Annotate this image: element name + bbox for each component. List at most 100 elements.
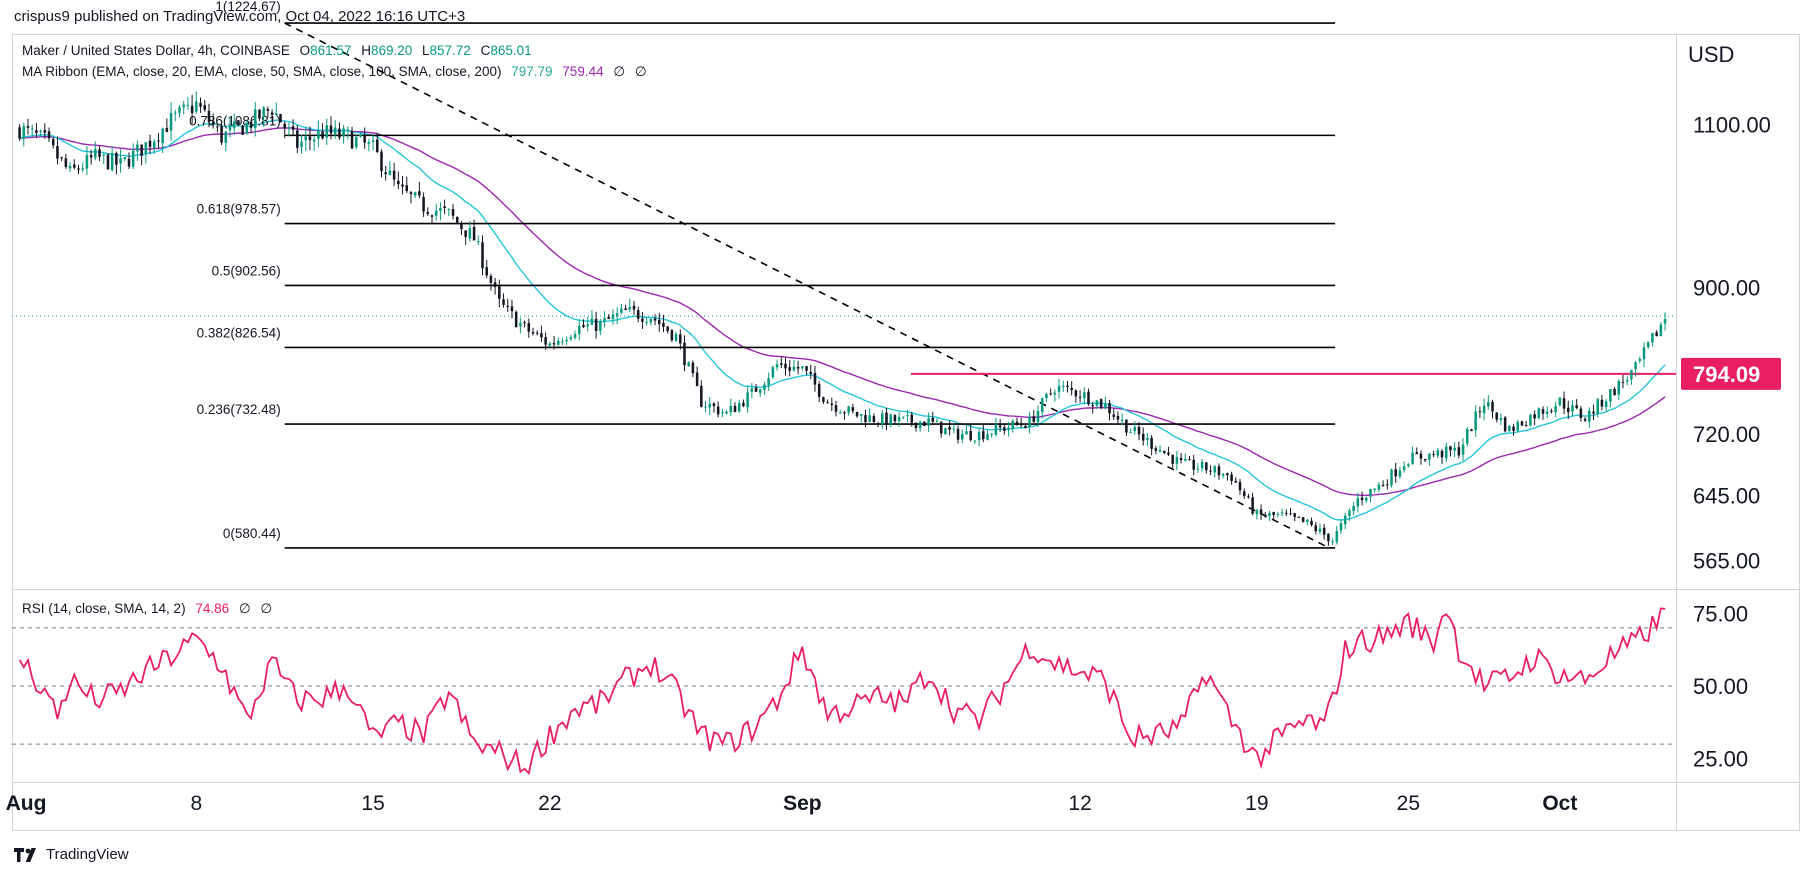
candle-body: [1289, 513, 1292, 515]
candle-body: [1343, 515, 1347, 525]
candle-body: [544, 337, 547, 345]
candle-body: [22, 126, 26, 139]
candle-body: [750, 388, 754, 392]
candle-body: [477, 241, 480, 243]
time-axis[interactable]: Aug 8 15 22 Sep 12 19 25 Oct: [6, 792, 1578, 815]
candle-body: [1112, 414, 1116, 417]
candle-body: [876, 423, 880, 425]
candle-body: [523, 322, 526, 324]
candle-body: [182, 104, 185, 108]
candle-body: [708, 403, 712, 408]
candle-body: [1280, 512, 1284, 514]
candle-body: [1470, 429, 1473, 432]
candle-body: [826, 402, 829, 404]
candle-body: [729, 405, 733, 413]
candle-body: [1255, 510, 1259, 515]
candle-body: [481, 242, 484, 269]
candle-body: [131, 150, 135, 167]
candle-body: [784, 363, 787, 369]
candle-body: [266, 108, 270, 111]
candle-body: [1335, 531, 1339, 543]
candle-body: [965, 431, 968, 435]
candle-body: [106, 154, 110, 170]
candle-body: [39, 130, 42, 132]
candle-body: [1007, 427, 1010, 430]
candle-body: [721, 412, 724, 414]
open-label: O: [299, 43, 311, 58]
candle-body: [1242, 491, 1246, 497]
candle-body: [1550, 410, 1553, 412]
candle-body: [733, 405, 737, 413]
candle-body: [506, 305, 510, 307]
ma-ribbon-title: MA Ribbon (EMA, close, 20, EMA, close, 5…: [22, 64, 502, 79]
candle-body: [986, 434, 989, 440]
candle-body: [1024, 426, 1027, 429]
candle-body: [704, 406, 707, 408]
candle-body: [695, 372, 699, 387]
candle-body: [881, 413, 884, 425]
candle-body: [296, 130, 299, 148]
candle-body: [1125, 419, 1128, 433]
candle-body: [384, 172, 387, 175]
candle-body: [195, 101, 198, 112]
candle-body: [1120, 419, 1124, 421]
candle-body: [1040, 398, 1044, 413]
rsi-pane[interactable]: [12, 607, 1676, 776]
candle-body: [1613, 388, 1616, 396]
candle-body: [220, 125, 223, 143]
candle-body: [81, 168, 84, 170]
candle-body: [1099, 399, 1103, 408]
candle-body: [1377, 484, 1381, 490]
ma-ribbon-legend[interactable]: MA Ribbon (EMA, close, 20, EMA, close, 5…: [22, 64, 647, 80]
candle-body: [1205, 462, 1208, 471]
time-tick-label: 8: [190, 792, 202, 815]
candle-body: [1449, 446, 1452, 451]
candle-body: [1196, 468, 1200, 470]
candle-body: [405, 185, 409, 192]
price-pane[interactable]: 0.786(1086.81)0.618(978.57)0.5(902.56)0.…: [12, 0, 1676, 549]
candle-body: [1322, 527, 1326, 535]
symbol-legend[interactable]: Maker / United States Dollar, 4h, COINBA…: [22, 43, 532, 58]
candle-body: [1011, 420, 1015, 429]
candle-body: [927, 418, 930, 426]
candle-body: [527, 323, 531, 332]
candle-body: [540, 333, 543, 338]
candle-body: [1213, 466, 1217, 473]
rsi-legend[interactable]: RSI (14, close, SMA, 14, 2) 74.86 ∅ ∅: [22, 601, 272, 617]
candle-body: [586, 324, 589, 327]
candle-body: [455, 216, 459, 223]
price-axis[interactable]: 1100.00 900.00 720.00 645.00 565.00 794.09 75.…: [1681, 113, 1781, 772]
time-tick-label: Oct: [1542, 792, 1577, 815]
candle-body: [939, 421, 943, 434]
candle-body: [422, 196, 425, 212]
candle-body: [1457, 447, 1461, 456]
candle-body: [18, 127, 21, 139]
candle-body: [77, 168, 80, 170]
candle-body: [615, 313, 619, 316]
candle-body: [944, 427, 947, 435]
candle-body: [1369, 488, 1372, 497]
candle-body: [847, 406, 850, 413]
candle-body: [1293, 513, 1296, 517]
candle-body: [190, 105, 194, 114]
candle-body: [1167, 452, 1170, 455]
candle-body: [1268, 512, 1271, 517]
candle-body: [1600, 399, 1604, 407]
candle-body: [502, 299, 505, 305]
candle-body: [700, 385, 703, 407]
candle-body: [948, 426, 951, 430]
candle-body: [1070, 387, 1073, 391]
downtrend-line: [284, 22, 1326, 547]
candle-body: [1019, 424, 1023, 426]
candle-body: [590, 318, 594, 325]
publish-info: crispus9 published on TradingView.com, O…: [14, 8, 466, 25]
candle-body: [1251, 497, 1254, 514]
rsi-na1: ∅: [238, 601, 251, 616]
footer-brand[interactable]: TradingView: [14, 846, 129, 863]
fib-top-label: 1(1224.67): [215, 0, 280, 14]
ema50-line: [19, 127, 1666, 497]
price-tick-label: 1100.00: [1693, 113, 1771, 138]
candle-body: [998, 425, 1002, 428]
candle-body: [1276, 513, 1280, 515]
